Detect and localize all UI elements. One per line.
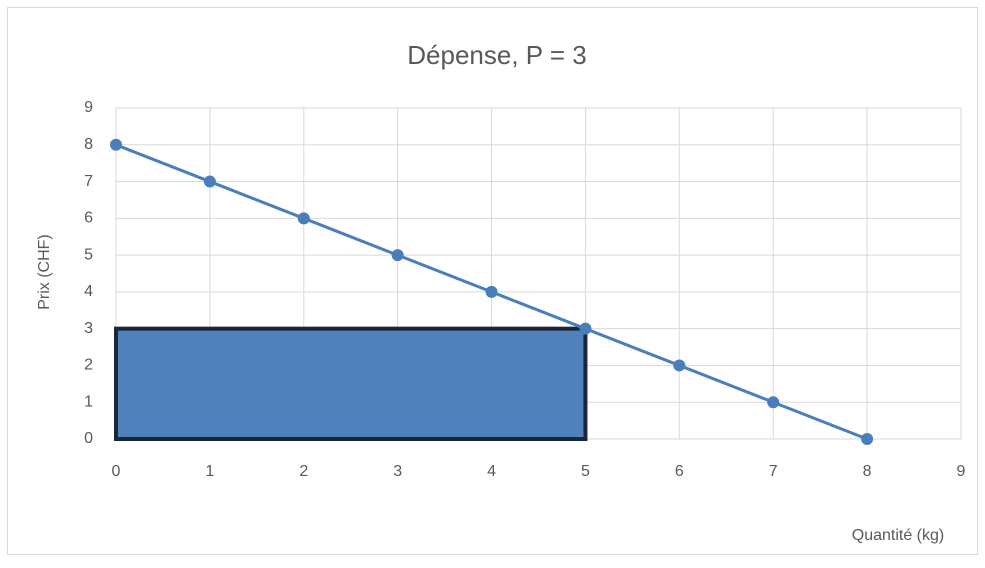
chart-title: Dépense, P = 3 <box>407 40 587 70</box>
data-point <box>673 359 686 372</box>
data-point <box>861 433 874 445</box>
data-point <box>203 175 216 188</box>
x-tick-label: 2 <box>299 463 308 480</box>
y-tick-label: 2 <box>84 357 93 374</box>
x-tick-label: 3 <box>393 463 402 480</box>
x-tick-label: 9 <box>957 463 966 480</box>
y-tick-label: 7 <box>84 173 93 190</box>
chart-frame <box>7 7 978 555</box>
y-tick-label: 0 <box>84 430 93 447</box>
data-point <box>391 249 404 262</box>
y-tick-label: 1 <box>84 393 93 410</box>
data-point <box>297 212 310 225</box>
x-tick-label: 7 <box>769 463 778 480</box>
x-tick-label: 0 <box>112 463 121 480</box>
data-point <box>579 322 592 335</box>
y-tick-label: 8 <box>84 136 93 153</box>
x-tick-label: 4 <box>487 463 496 480</box>
data-point <box>485 285 498 298</box>
y-tick-label: 6 <box>84 210 93 227</box>
x-tick-label: 1 <box>205 463 214 480</box>
y-axis-label: Prix (CHF) <box>36 234 53 310</box>
data-point <box>110 138 122 151</box>
expenditure-rect <box>114 326 588 441</box>
y-tick-label: 9 <box>84 99 93 116</box>
data-point <box>767 396 780 409</box>
x-axis-label: Quantité (kg) <box>852 527 944 544</box>
x-tick-label: 6 <box>675 463 684 480</box>
y-tick-label: 5 <box>84 246 93 263</box>
y-tick-label: 4 <box>84 283 93 300</box>
y-tick-label: 3 <box>84 320 93 337</box>
x-tick-label: 8 <box>863 463 872 480</box>
x-tick-label: 5 <box>581 463 590 480</box>
